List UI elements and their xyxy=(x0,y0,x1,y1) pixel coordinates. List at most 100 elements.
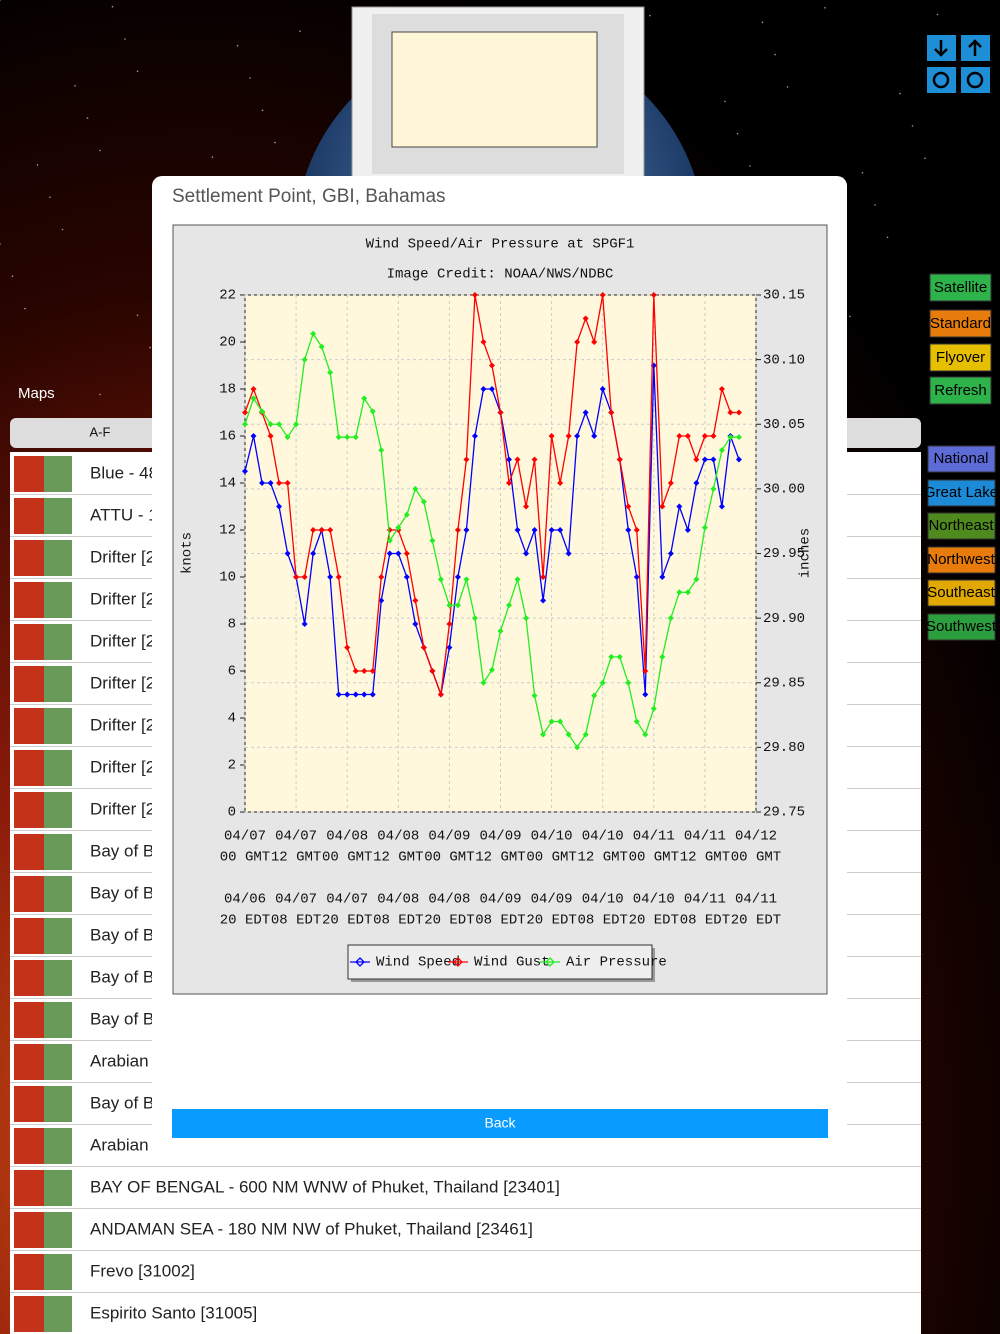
row-thumbnail-map xyxy=(44,1170,72,1206)
data-point xyxy=(310,550,317,557)
region-button[interactable] xyxy=(927,479,996,507)
row-label[interactable]: Bay of B xyxy=(90,1093,154,1112)
rotate-left-button[interactable] xyxy=(927,67,956,93)
data-point xyxy=(293,574,300,580)
maps-logo: Maps xyxy=(18,385,55,402)
chart: Wind Speed/Air Pressure at SPGF1 Image Cr… xyxy=(180,237,814,982)
star xyxy=(924,157,926,159)
row-label[interactable]: Drifter [2 xyxy=(90,715,155,734)
data-point xyxy=(642,691,649,698)
data-point xyxy=(242,468,248,475)
star xyxy=(261,109,264,112)
data-point xyxy=(454,602,461,609)
x-tick-label: 12 GMT xyxy=(680,850,730,866)
x2-tick-label: 04/10 xyxy=(582,892,624,908)
legend-label: Air Pressure xyxy=(566,955,667,971)
row-thumbnail-map xyxy=(44,582,72,618)
row-thumbnail xyxy=(14,792,44,828)
row-label[interactable]: Bay of B xyxy=(90,883,154,902)
data-point xyxy=(344,434,351,441)
x-tick-label: 00 GMT xyxy=(731,850,781,866)
x-tick-label: 04/09 xyxy=(479,829,521,845)
row-label[interactable]: BAY OF BENGAL - 600 NM WNW of Phuket, Th… xyxy=(90,1177,560,1196)
x2-tick-label: 08 EDT xyxy=(577,913,627,929)
legend xyxy=(347,944,653,980)
data-point xyxy=(667,480,674,486)
data-point xyxy=(267,433,274,439)
legend-marker xyxy=(355,957,365,967)
row-label[interactable]: Espirito Santo [31005] xyxy=(90,1303,257,1322)
region-button[interactable] xyxy=(927,445,996,473)
star xyxy=(236,44,239,47)
data-point xyxy=(403,574,410,580)
y-tick-label: 20 xyxy=(219,335,236,351)
data-point xyxy=(608,653,615,660)
data-point xyxy=(540,574,547,580)
data-point xyxy=(488,666,495,673)
row-thumbnail xyxy=(14,708,44,744)
star xyxy=(736,132,739,135)
data-point xyxy=(735,434,742,441)
map-type-label: Flyover xyxy=(936,349,985,366)
row-label[interactable]: Arabian xyxy=(90,1051,149,1070)
data-point xyxy=(454,574,461,580)
data-point xyxy=(395,550,402,557)
row-label[interactable]: Drifter [2 xyxy=(90,631,155,650)
row-label[interactable]: Frevo [31002] xyxy=(90,1261,195,1280)
row-label[interactable]: Drifter [2 xyxy=(90,673,155,692)
data-point xyxy=(582,409,589,416)
region-button[interactable] xyxy=(927,512,996,540)
buttons: Satellite Standard Flyover Refresh National G… xyxy=(924,273,998,641)
row-label[interactable]: ATTU - 1 xyxy=(90,505,158,524)
rotate-right-button[interactable] xyxy=(961,67,990,93)
row-label[interactable]: Blue - 48 xyxy=(90,463,158,482)
data-point xyxy=(633,574,640,580)
row-thumbnail-map xyxy=(44,666,72,702)
row-thumbnail-map xyxy=(44,456,72,492)
row-label[interactable]: Bay of B xyxy=(90,967,154,986)
back-button[interactable] xyxy=(172,1109,828,1138)
data-point xyxy=(735,456,742,463)
x-tick-label: 04/12 xyxy=(735,829,777,845)
data-point xyxy=(701,456,708,463)
y-tick-label: 12 xyxy=(219,523,236,539)
map-type-button[interactable] xyxy=(929,376,992,405)
row-label[interactable]: Drifter [2 xyxy=(90,799,155,818)
data-point xyxy=(676,589,683,596)
data-point xyxy=(514,456,521,463)
map-type-button[interactable] xyxy=(929,309,992,338)
row-label[interactable]: Drifter [2 xyxy=(90,757,155,776)
region-button[interactable] xyxy=(927,579,996,607)
x2-tick-label: 08 EDT xyxy=(373,913,423,929)
region-button[interactable] xyxy=(927,546,996,574)
data-point xyxy=(625,679,632,686)
row-label[interactable]: Arabian xyxy=(90,1135,149,1154)
data-point xyxy=(608,409,615,416)
data-point xyxy=(506,480,513,486)
data-point xyxy=(420,644,427,651)
data-point xyxy=(395,524,402,531)
data-point xyxy=(718,447,725,454)
region-button[interactable] xyxy=(927,613,996,641)
map-type-button[interactable] xyxy=(929,273,992,302)
row-label[interactable]: Bay of B xyxy=(90,841,154,860)
data-point xyxy=(625,527,632,533)
row-label[interactable]: Bay of B xyxy=(90,925,154,944)
row-label[interactable]: Drifter [2 xyxy=(90,589,155,608)
x2-tick-label: 20 EDT xyxy=(322,913,372,929)
data-point xyxy=(667,550,674,557)
row-thumbnail xyxy=(14,1170,44,1206)
data-point xyxy=(446,602,453,609)
row-thumbnail xyxy=(14,1086,44,1122)
row-label[interactable]: ANDAMAN SEA - 180 NM NW of Phuket, Thail… xyxy=(90,1219,533,1238)
row-label[interactable]: Bay of B xyxy=(90,1009,154,1028)
data-point xyxy=(514,576,521,583)
star xyxy=(761,21,764,24)
row-thumbnail-map xyxy=(44,1002,72,1038)
data-point xyxy=(412,485,419,492)
tab[interactable]: A-F xyxy=(90,424,111,439)
data-point xyxy=(267,421,274,428)
row-label[interactable]: Drifter [2 xyxy=(90,547,155,566)
y-tick-label: 2 xyxy=(228,758,236,774)
map-type-button[interactable] xyxy=(929,343,992,372)
